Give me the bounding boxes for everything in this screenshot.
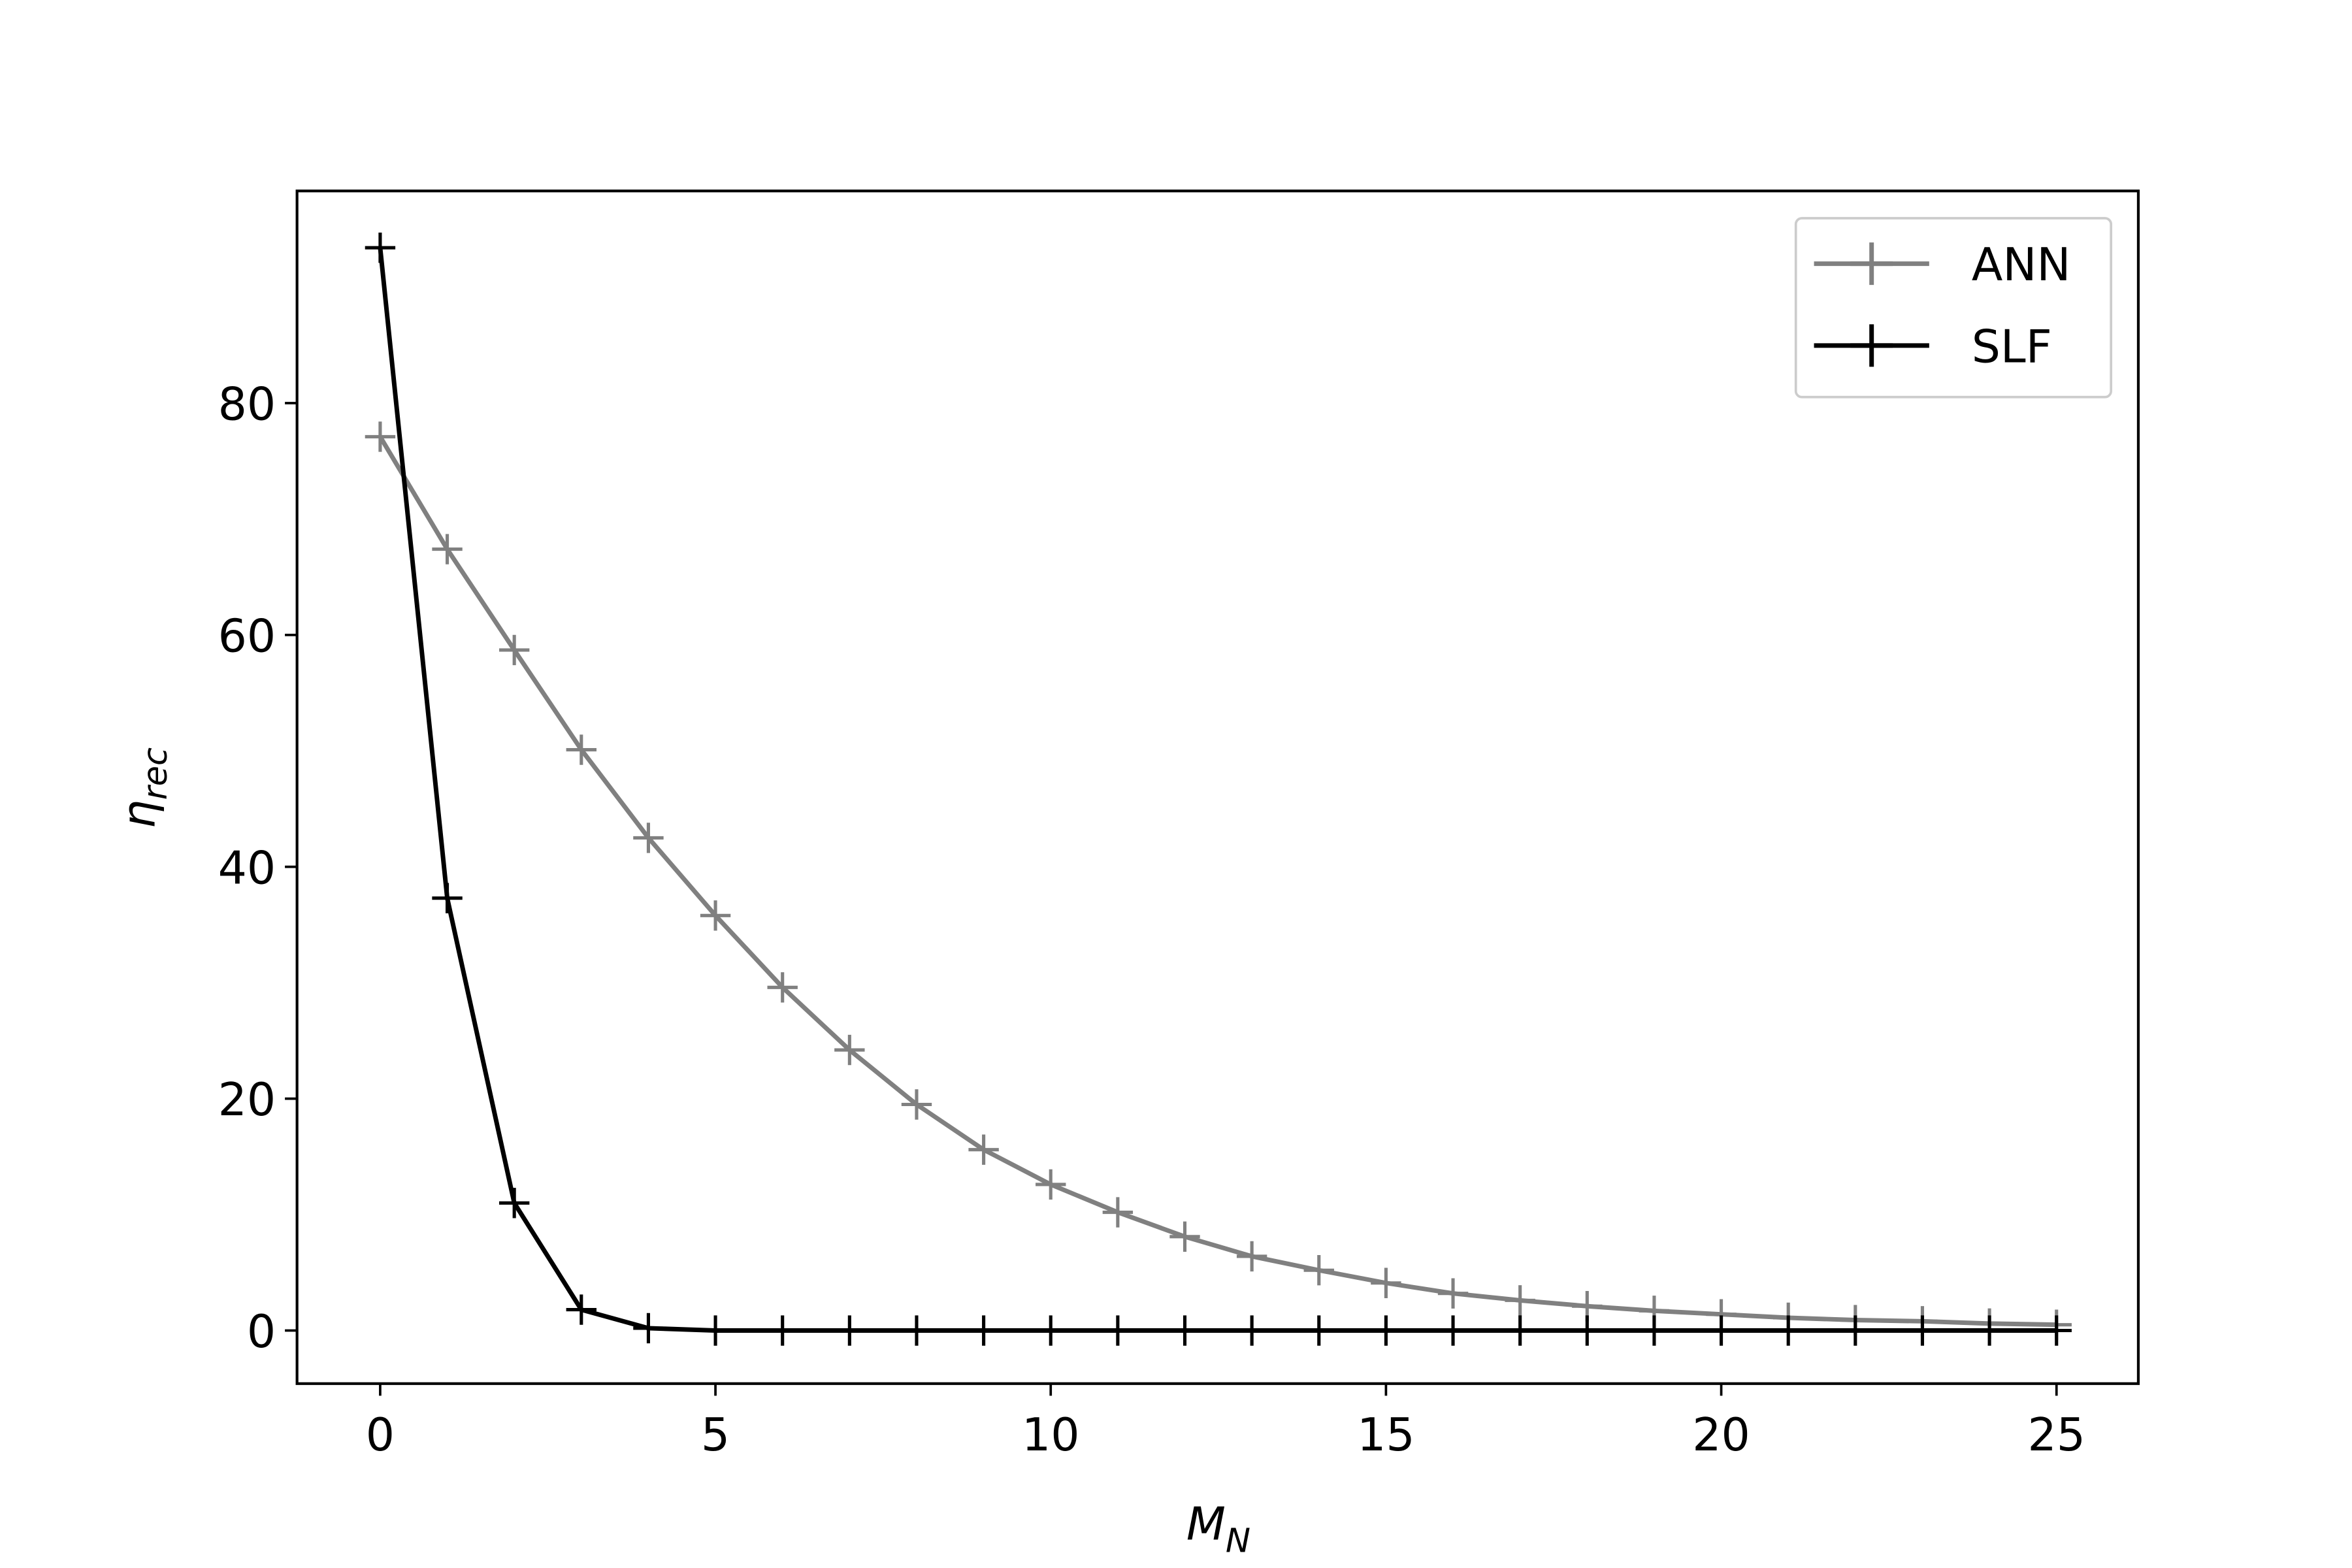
marker <box>1036 1315 1066 1346</box>
legend-marker <box>1850 324 1893 367</box>
marker <box>901 1315 932 1346</box>
marker <box>1236 1241 1267 1272</box>
x-tick-label: 10 <box>1022 1409 1080 1462</box>
marker <box>1974 1315 2005 1346</box>
x-axis-label: MN <box>1186 1498 1250 1561</box>
y-tick-label: 0 <box>247 1305 276 1358</box>
marker <box>834 1034 865 1066</box>
y-axis-label: ηrec <box>113 747 176 829</box>
marker <box>1639 1315 1670 1346</box>
marker <box>432 534 463 564</box>
y-label-sub: rec <box>137 747 175 800</box>
marker <box>1840 1315 1871 1346</box>
x-tick-label: 5 <box>701 1409 730 1462</box>
marker <box>1236 1315 1267 1346</box>
marker <box>1371 1267 1401 1298</box>
x-tick-label: 20 <box>1692 1409 1750 1462</box>
marker <box>1102 1315 1134 1346</box>
marker <box>566 1294 597 1325</box>
x-tick-label: 0 <box>366 1409 395 1462</box>
marker <box>1505 1285 1535 1316</box>
marker <box>1505 1315 1535 1346</box>
marker <box>1907 1315 1938 1346</box>
marker <box>1303 1255 1334 1286</box>
marker <box>968 1315 999 1346</box>
marker <box>700 900 731 931</box>
marker <box>365 233 396 263</box>
marker <box>1772 1315 1804 1346</box>
marker <box>1572 1315 1603 1346</box>
marker <box>1303 1315 1334 1346</box>
marker <box>834 1315 865 1346</box>
marker <box>633 823 664 853</box>
marker <box>498 634 530 666</box>
x-label-main: M <box>1186 1498 1226 1551</box>
x-tick-label: 15 <box>1357 1409 1415 1462</box>
marker <box>700 1315 731 1346</box>
legend-label: ANN <box>1972 238 2071 291</box>
marker <box>365 421 396 452</box>
marker <box>2041 1315 2072 1346</box>
legend: ANN SLF <box>1794 217 2113 399</box>
legend-label: SLF <box>1972 320 2052 373</box>
marker <box>498 1188 530 1218</box>
y-tick-label: 80 <box>218 378 276 431</box>
y-label-main: η <box>113 800 166 828</box>
marker <box>1169 1315 1200 1346</box>
marker <box>1437 1315 1469 1346</box>
marker <box>1102 1197 1134 1228</box>
marker <box>968 1134 999 1165</box>
y-tick-label: 40 <box>218 841 276 894</box>
x-tick-label: 25 <box>2027 1409 2085 1462</box>
marker <box>633 1313 664 1344</box>
marker <box>1036 1169 1066 1200</box>
marker <box>767 972 798 1003</box>
marker <box>1706 1315 1737 1346</box>
marker <box>1371 1315 1401 1346</box>
marker <box>767 1315 798 1346</box>
marker <box>901 1089 932 1120</box>
plot-frame <box>295 189 2140 1385</box>
marker <box>1169 1221 1200 1252</box>
x-label-sub: N <box>1226 1522 1250 1560</box>
marker <box>432 883 463 913</box>
y-tick-label: 20 <box>218 1073 276 1126</box>
marker <box>566 734 597 765</box>
marker <box>1437 1278 1469 1309</box>
y-tick-label: 60 <box>218 610 276 662</box>
legend-marker <box>1850 242 1893 286</box>
